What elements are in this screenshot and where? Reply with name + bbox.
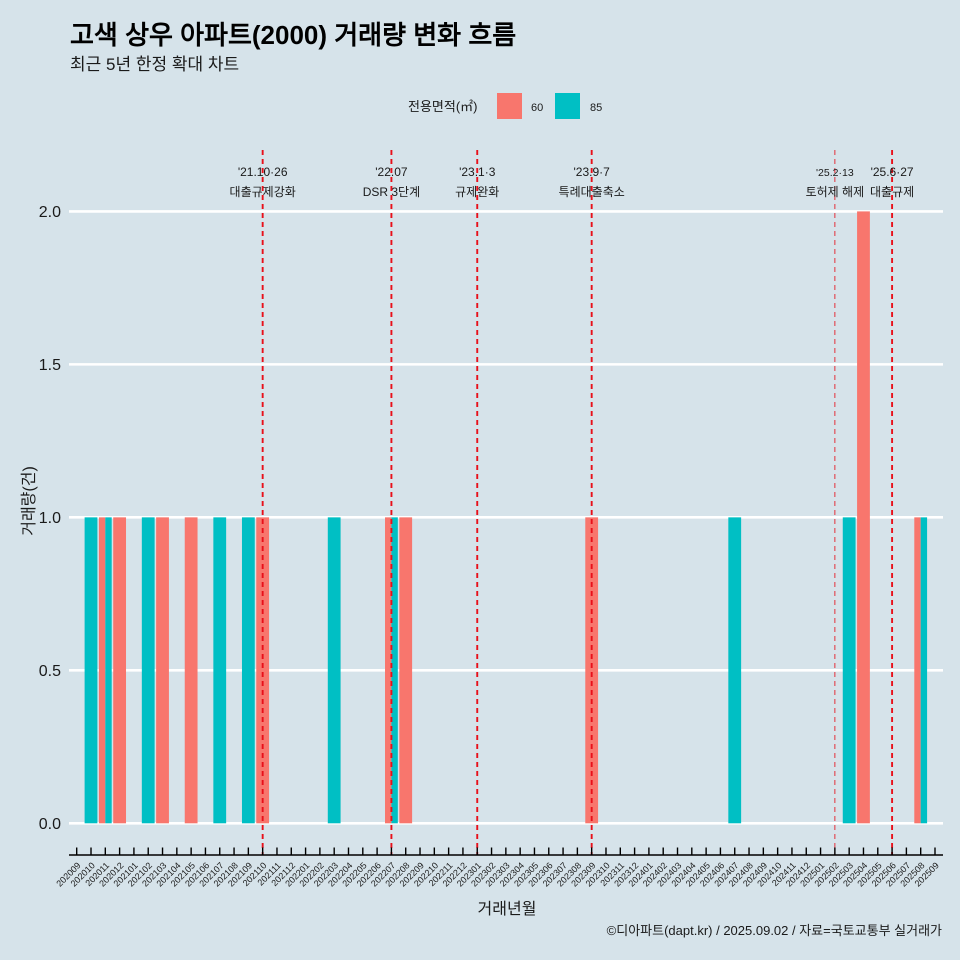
event-description-label: 특례대출축소 [559, 185, 625, 199]
bars [84, 211, 928, 824]
x-axis [69, 847, 943, 856]
legend-title: 전용면적(㎡) [408, 99, 478, 114]
event-description-label: 대출규제강화 [230, 185, 296, 199]
y-tick-label: 0.5 [39, 663, 61, 680]
bar-60-202110 [256, 517, 270, 824]
bar-60-202103 [156, 517, 169, 824]
event-date-label: '25.2·13 [816, 167, 854, 179]
legend-swatch-85 [555, 93, 580, 119]
event-date-label: '23.1·3 [459, 165, 496, 179]
bar-85-202010 [84, 517, 98, 824]
bar-60-202011 [98, 517, 106, 824]
event-date-label: '25.6·27 [871, 165, 914, 179]
event-description-label: DSR 3단계 [363, 185, 420, 199]
source-caption: ©디아파트(dapt.kr) / 2025.09.02 / 자료=국토교통부 실… [607, 923, 942, 938]
legend-swatch-60 [497, 93, 522, 119]
bar-85-202109 [241, 517, 255, 824]
bar-60-202504 [857, 211, 870, 824]
y-tick-label: 0.0 [39, 816, 61, 833]
chart-subtitle: 최근 5년 한정 확대 차트 [70, 55, 239, 74]
bar-60-202207 [385, 517, 392, 824]
event-date-label: '22.07 [375, 165, 408, 179]
bar-85-202503 [842, 517, 856, 824]
bar-85-202508 [920, 517, 928, 824]
bar-85-202207 [391, 517, 398, 824]
bar-60-202309 [585, 517, 599, 824]
y-tick-label: 1.0 [39, 510, 61, 527]
legend-label-85: 85 [590, 102, 602, 114]
event-description-label: 대출규제 [870, 185, 914, 199]
event-description-label: 토허제 해제 [806, 185, 865, 199]
y-tick-label: 2.0 [39, 204, 61, 221]
bar-60-202508 [914, 517, 921, 824]
legend: 전용면적(㎡) 60 85 [408, 93, 602, 119]
bar-85-202011 [105, 517, 112, 824]
bar-60-202012 [113, 517, 127, 824]
y-axis-tick-labels: 0.0 0.5 1.0 1.5 2.0 [39, 204, 61, 833]
event-markers: '21.10·26 대출규제강화 '22.07 DSR 3단계 '23.1·3 규제완화 '… [230, 150, 914, 855]
event-date-label: '21.10·26 [238, 165, 288, 179]
bar-85-202102 [141, 517, 155, 824]
y-tick-label: 1.5 [39, 357, 61, 374]
bar-60-202208 [399, 517, 413, 824]
event-description-label: 규제완화 [455, 185, 499, 199]
y-axis-title: 거래량(건) [20, 466, 38, 536]
bar-60-202105 [184, 517, 198, 824]
legend-label-60: 60 [531, 102, 543, 114]
bar-85-202407 [728, 517, 742, 824]
x-axis-title: 거래년월 [478, 900, 537, 918]
bar-85-202203 [327, 517, 341, 824]
chart-title: 고색 상우 아파트(2000) 거래량 변화 흐름 [70, 20, 516, 50]
event-date-label: '23.9·7 [574, 165, 611, 179]
bar-85-202107 [213, 517, 227, 824]
